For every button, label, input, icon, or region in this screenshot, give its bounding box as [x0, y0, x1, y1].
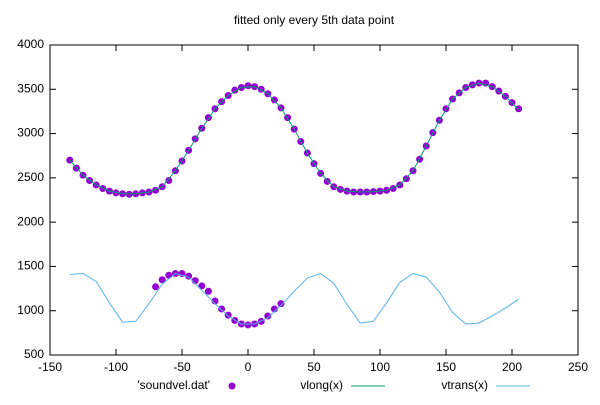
data-point — [402, 175, 410, 183]
data-point — [323, 177, 331, 185]
data-point — [185, 272, 193, 280]
x-tick-label: -100 — [104, 360, 128, 374]
fit-line — [69, 272, 519, 325]
legend-label: vlong(x) — [300, 378, 343, 392]
x-tick-label: 0 — [245, 360, 252, 374]
y-tick-label: 1000 — [17, 303, 44, 317]
data-point — [152, 283, 160, 291]
data-point — [244, 82, 252, 90]
data-point — [158, 276, 166, 284]
data-point — [270, 96, 278, 104]
x-tick-label: 50 — [307, 360, 321, 374]
data-point — [211, 297, 219, 305]
data-point — [204, 287, 212, 295]
y-tick-label: 2500 — [17, 170, 44, 184]
legend-label: vtrans(x) — [441, 378, 488, 392]
x-tick-label: 100 — [370, 360, 390, 374]
data-point — [277, 300, 285, 308]
data-point — [231, 86, 239, 94]
data-point — [270, 305, 278, 313]
y-tick-label: 2000 — [17, 214, 44, 228]
y-tick-label: 1500 — [17, 259, 44, 273]
y-tick-label: 3000 — [17, 126, 44, 140]
legend-marker — [228, 382, 236, 390]
data-point — [218, 305, 226, 313]
fit-line — [69, 82, 519, 195]
data-point — [264, 312, 272, 320]
x-tick-label: 250 — [568, 360, 588, 374]
x-tick-label: -150 — [38, 360, 62, 374]
data-point — [515, 105, 523, 113]
y-tick-label: 3500 — [17, 81, 44, 95]
x-tick-label: 150 — [436, 360, 456, 374]
x-tick-label: -50 — [173, 360, 191, 374]
y-tick-label: 500 — [24, 347, 44, 361]
data-point — [165, 271, 173, 279]
x-tick-label: 200 — [502, 360, 522, 374]
legend-label: 'soundvel.dat' — [137, 378, 210, 392]
y-tick-label: 4000 — [17, 37, 44, 51]
data-point — [244, 321, 252, 329]
data-point — [198, 282, 206, 290]
data-point — [165, 177, 173, 185]
chart-title: fitted only every 5th data point — [234, 13, 395, 27]
